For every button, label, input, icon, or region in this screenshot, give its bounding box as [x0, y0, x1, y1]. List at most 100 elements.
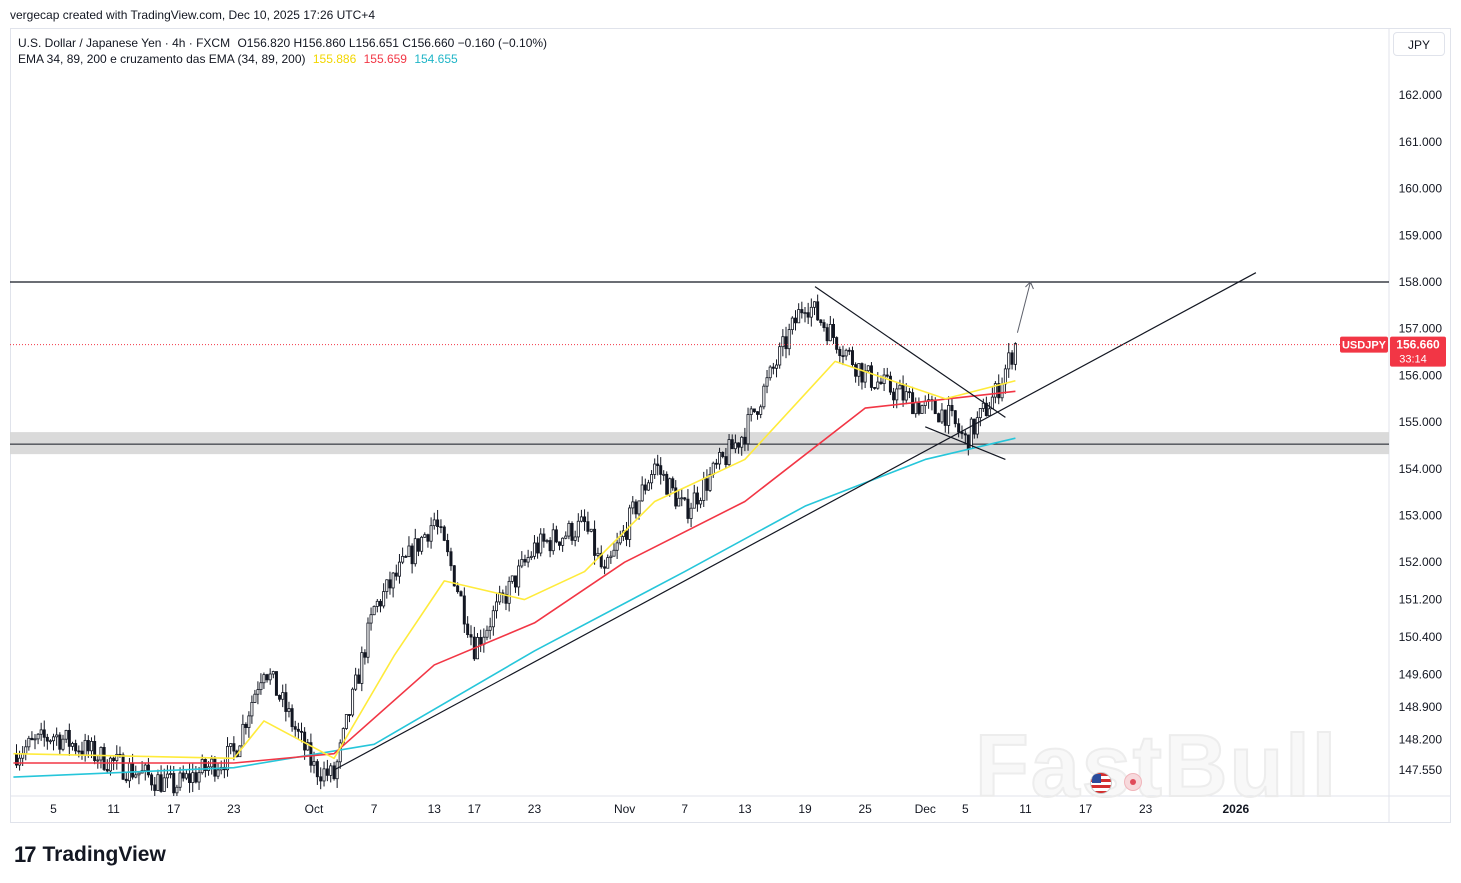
candle-body — [494, 601, 498, 612]
time-axis: 5 11 17 23 Oct 7 13 17 23 Nov 7 13 19 25 Dec 5 11 17 23 202… — [50, 802, 1249, 816]
candle-body — [879, 381, 883, 385]
candle-body — [77, 750, 81, 753]
x-tick-label: Dec — [915, 802, 936, 816]
candle-body — [665, 473, 669, 495]
candle-body — [860, 363, 864, 383]
candle-body — [940, 409, 944, 423]
candle-body — [108, 757, 112, 772]
indicator-title[interactable]: EMA 34, 89, 200 e cruzamento das EMA (34… — [18, 52, 306, 66]
candle-body — [917, 402, 921, 414]
candle-body — [432, 519, 436, 527]
candle-body — [901, 384, 905, 401]
y-tick-label: 160.000 — [1399, 182, 1443, 196]
x-tick-label: 11 — [107, 802, 120, 816]
candle-body — [708, 473, 712, 491]
candle-body — [561, 537, 565, 546]
candle-body — [596, 552, 600, 556]
candle-body — [404, 555, 408, 558]
candle-body — [504, 593, 508, 604]
candle-body — [960, 431, 964, 435]
candle-body — [410, 545, 414, 565]
candle-body — [197, 772, 201, 783]
candle-body — [724, 456, 728, 466]
candle-body — [1013, 343, 1017, 365]
candle-body — [426, 534, 430, 542]
x-tick-label: 7 — [681, 802, 688, 816]
candle-body — [564, 535, 568, 539]
candle-body — [401, 555, 405, 563]
ohlc-values: O156.820 H156.860 L156.651 C156.660 −0.1… — [237, 36, 548, 50]
candle-body — [178, 772, 182, 788]
candle-body — [637, 500, 641, 515]
candle-body — [882, 374, 886, 385]
candle-body — [972, 418, 976, 435]
candle-body — [382, 591, 386, 607]
candle-body — [790, 317, 794, 331]
candle-body — [150, 774, 154, 786]
candle-body — [768, 366, 772, 379]
candle-body — [699, 500, 703, 505]
x-tick-label: 23 — [1139, 802, 1153, 816]
tradingview-brand[interactable]: 17 TradingView — [14, 842, 166, 868]
x-tick-label: 17 — [1079, 802, 1093, 816]
candle-body — [771, 366, 775, 369]
candlestick-series — [15, 294, 1017, 796]
candle-body — [677, 497, 681, 507]
candle-body — [990, 396, 994, 410]
projection-arrow-head — [1025, 281, 1034, 290]
candle-body — [997, 383, 1001, 399]
y-tick-label: 151.200 — [1399, 593, 1443, 607]
candle-body — [335, 761, 339, 780]
candle-body — [213, 758, 217, 777]
candle-body — [969, 418, 973, 449]
candle-body — [966, 434, 970, 449]
y-tick-label: 154.000 — [1399, 462, 1443, 476]
currency-button[interactable]: JPY — [1393, 32, 1445, 56]
x-tick-label: 17 — [468, 802, 482, 816]
candle-body — [446, 540, 450, 553]
y-tick-label: 156.000 — [1399, 368, 1443, 382]
price-axis: 162.000 161.000 160.000 159.000 158.000 157.0… — [1399, 88, 1443, 777]
candle-body — [869, 365, 873, 388]
candle-body — [391, 572, 395, 589]
candle-body — [668, 478, 672, 495]
candle-body — [172, 773, 176, 794]
candle-body — [740, 436, 744, 448]
us-flag-icon[interactable] — [1090, 772, 1112, 794]
candle-body — [134, 774, 138, 778]
candle-body — [265, 674, 269, 681]
candle-body — [586, 521, 590, 532]
economic-event-icon[interactable] — [1124, 773, 1142, 791]
candle-body — [746, 414, 750, 445]
x-tick-label: 11 — [1019, 802, 1032, 816]
candle-body — [407, 545, 411, 557]
candle-body — [485, 629, 489, 638]
candle-body — [794, 317, 798, 324]
candle-body — [674, 487, 678, 507]
candle-body — [452, 565, 456, 587]
candle-body — [241, 723, 245, 747]
candle-body — [169, 773, 173, 775]
candle-body — [825, 327, 829, 342]
candle-body — [806, 312, 810, 318]
x-tick-label: 13 — [738, 802, 752, 816]
candle-body — [459, 591, 463, 597]
y-tick-label: 148.200 — [1399, 733, 1443, 747]
chart-grid — [10, 28, 1451, 823]
candle-body — [984, 402, 988, 417]
candle-body — [312, 761, 316, 766]
candle-body — [888, 375, 892, 393]
candle-body — [625, 530, 629, 540]
candle-body — [45, 736, 49, 742]
candle-body — [232, 743, 236, 752]
x-tick-label: 23 — [528, 802, 542, 816]
candle-body — [589, 528, 593, 532]
candle-body — [39, 729, 43, 735]
candle-body — [274, 671, 278, 696]
candle-body — [303, 731, 307, 751]
candle-body — [146, 764, 150, 776]
candle-body — [797, 309, 801, 324]
symbol-tag-text: USDJPY — [1342, 340, 1387, 352]
candle-body — [702, 478, 706, 501]
